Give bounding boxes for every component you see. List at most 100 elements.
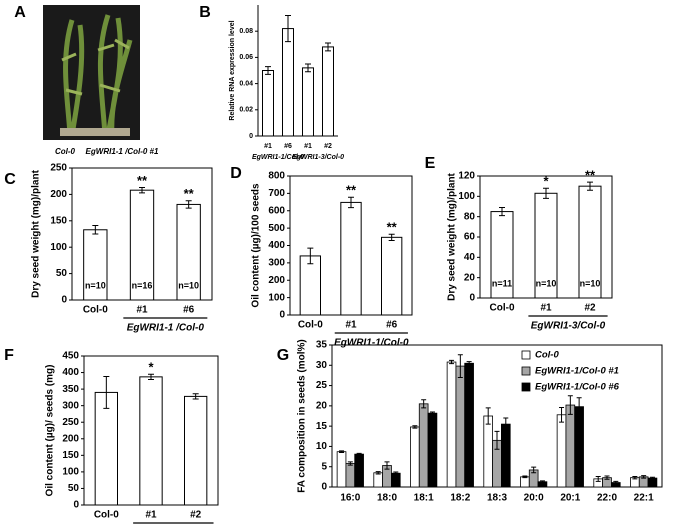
- y-tick-label: 25: [316, 380, 328, 391]
- bar-label: n=10: [580, 278, 601, 288]
- bar: [483, 415, 493, 488]
- bar: [381, 236, 403, 316]
- plant-photo: [43, 5, 140, 140]
- y-tick-label: 0.02: [239, 107, 253, 114]
- panel-label: F: [4, 347, 14, 364]
- y-tick-label: 0: [279, 310, 285, 321]
- y-tick-label: 30: [316, 360, 328, 371]
- error-bar: [148, 373, 154, 381]
- legend-swatch: [521, 366, 531, 376]
- y-tick-label: 40: [464, 252, 476, 263]
- bar: [410, 426, 420, 488]
- bar: [446, 361, 457, 488]
- y-tick-label: 150: [62, 450, 79, 461]
- x-tick-label: 20:1: [560, 493, 580, 504]
- y-tick-label: 0.06: [239, 54, 253, 61]
- bar: [302, 67, 314, 137]
- bar: [322, 46, 334, 137]
- x-tick-label: #1: [264, 143, 272, 150]
- y-tick-label: 0: [73, 500, 79, 511]
- error-bar: [421, 399, 427, 409]
- panel-label: E: [425, 155, 436, 172]
- significance-mark: **: [387, 220, 398, 235]
- x-tick-label: #1: [136, 305, 148, 316]
- error-bar: [649, 476, 655, 480]
- y-tick-label: 0.04: [239, 80, 253, 87]
- legend-swatch: [521, 350, 531, 360]
- bar: [390, 472, 401, 488]
- x-tick-label: #2: [584, 303, 596, 314]
- bar: [336, 451, 347, 488]
- bar-label: n=10: [536, 278, 557, 288]
- x-tick-label: 16:0: [340, 493, 360, 504]
- error-bar: [339, 450, 345, 454]
- photo-caption: EgWRI1-1 /Col-0 #1: [86, 147, 159, 156]
- x-tick-label: #1: [540, 303, 552, 314]
- error-bar: [388, 233, 395, 241]
- y-tick-label: 250: [62, 417, 79, 428]
- error-bar: [576, 397, 582, 417]
- y-tick-label: 120: [458, 171, 475, 182]
- error-bar: [285, 14, 291, 43]
- bar: [373, 472, 383, 488]
- error-bar: [494, 430, 500, 450]
- x-tick-label: #6: [183, 305, 195, 316]
- bar: [340, 201, 362, 316]
- error-bar: [305, 63, 311, 73]
- y-tick-label: 100: [268, 292, 285, 303]
- error-bar: [641, 475, 647, 479]
- error-bar: [539, 480, 545, 484]
- error-bar: [307, 247, 314, 265]
- error-bar: [522, 475, 528, 479]
- x-tick-label: #6: [284, 143, 292, 150]
- bar: [184, 395, 208, 506]
- error-bar: [613, 480, 619, 485]
- x-tick-label: #1: [304, 143, 312, 150]
- bar-label: n=11: [492, 278, 512, 288]
- y-tick-label: 5: [321, 461, 327, 472]
- group-label: EgWRI1-3/Col-0: [531, 321, 606, 332]
- y-tick-label: 150: [50, 215, 67, 226]
- significance-mark: **: [346, 183, 357, 198]
- y-tick-label: 0: [249, 133, 253, 140]
- y-axis-label: Oil content (µg)/ seeds (mg): [45, 365, 56, 497]
- error-bar: [531, 466, 537, 474]
- error-bar: [192, 393, 199, 400]
- bar: [139, 376, 163, 506]
- significance-mark: *: [543, 174, 549, 189]
- x-tick-label: Col-0: [94, 510, 119, 521]
- y-tick-label: 60: [464, 232, 476, 243]
- y-tick-label: 300: [268, 258, 285, 269]
- error-bar: [384, 461, 390, 470]
- group-label: EgWRI1-1 /Col-0: [127, 323, 205, 334]
- y-tick-label: 20: [464, 272, 476, 283]
- legend-label: EgWRI1-1/Col-0 #1: [535, 366, 619, 377]
- error-bar: [375, 471, 381, 475]
- y-tick-label: 200: [50, 189, 67, 200]
- y-tick-label: 0: [321, 482, 327, 493]
- y-tick-label: 400: [268, 240, 285, 251]
- x-tick-label: #6: [386, 320, 398, 331]
- bar: [427, 412, 438, 488]
- x-tick-label: #1: [145, 510, 157, 521]
- y-tick-label: 100: [50, 242, 67, 253]
- x-tick-label: 18:0: [377, 493, 397, 504]
- bar: [520, 476, 530, 488]
- bar: [262, 70, 274, 137]
- y-tick-label: 400: [62, 367, 79, 378]
- x-tick-label: 22:1: [634, 493, 654, 504]
- error-bar: [449, 359, 455, 365]
- y-tick-label: 0.08: [239, 28, 253, 35]
- x-tick-label: #2: [190, 510, 202, 521]
- error-bar: [485, 407, 491, 425]
- x-tick-label: 20:0: [524, 493, 544, 504]
- y-tick-label: 15: [316, 421, 328, 432]
- group-label: EgWRI1-1/Col-0: [334, 338, 409, 349]
- error-bar: [325, 42, 331, 52]
- bar: [574, 406, 584, 488]
- y-axis-label: Oil content (µg)/100 seeds: [251, 183, 262, 308]
- error-bar: [393, 471, 399, 475]
- x-tick-label: 18:1: [414, 493, 434, 504]
- y-tick-label: 200: [62, 433, 79, 444]
- panel-label: D: [230, 165, 242, 182]
